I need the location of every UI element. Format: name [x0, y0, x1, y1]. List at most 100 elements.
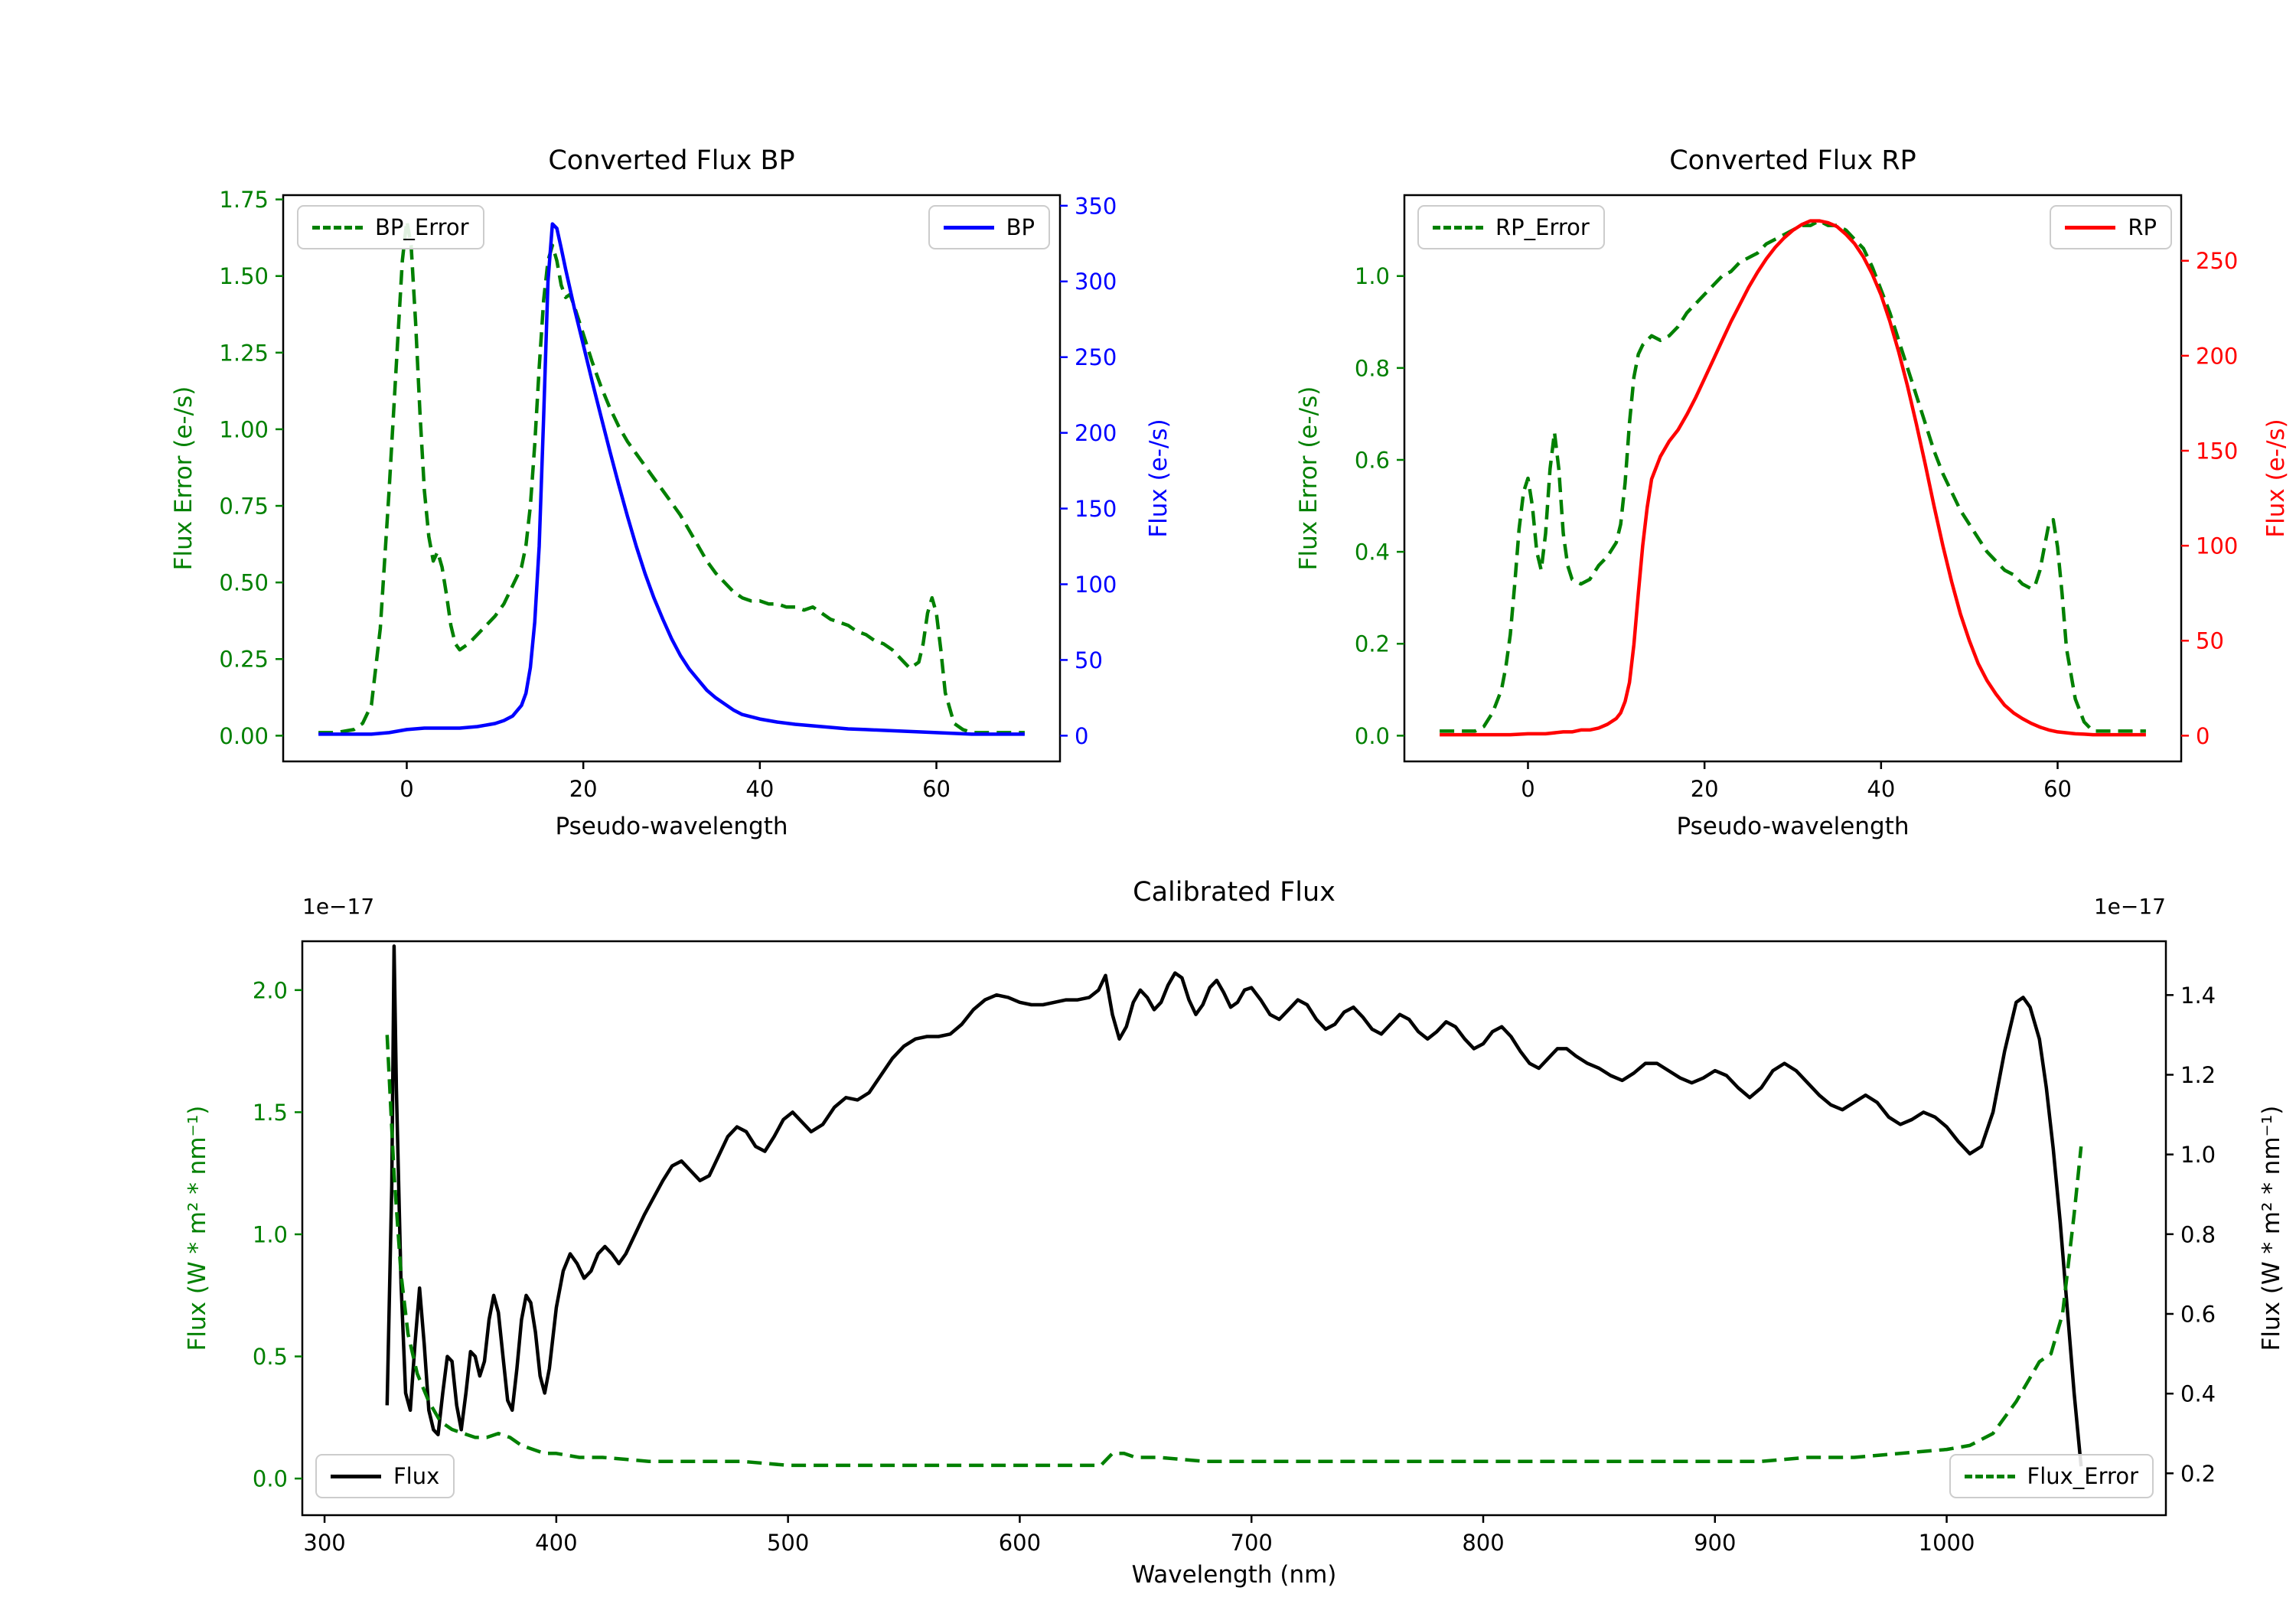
- legend-label-bp-error: BP_Error: [375, 214, 469, 240]
- x-tick-label: 500: [767, 1530, 809, 1556]
- right-y-tick-label: 200: [2196, 343, 2238, 369]
- cal-offset-right: 1e−17: [2093, 894, 2166, 919]
- legend-label-rp-error: RP_Error: [1495, 214, 1590, 240]
- legend-line-rp-error: [1433, 225, 1483, 230]
- right-y-tick-label: 0: [1075, 723, 1088, 749]
- legend-line-rp: [2065, 225, 2116, 230]
- right-y-tick-label: 350: [1075, 193, 1117, 219]
- legend-flux: Flux: [315, 1454, 455, 1498]
- legend-label-bp: BP: [1006, 214, 1035, 240]
- left-y-tick-label: 0.75: [219, 493, 269, 519]
- x-tick-label: 400: [535, 1530, 577, 1556]
- left-y-tick-label: 0.6: [1355, 447, 1390, 473]
- legend-flux-error: Flux_Error: [1949, 1454, 2154, 1498]
- left-y-tick-label: 1.75: [219, 187, 269, 213]
- left-y-tick-label: 0.00: [219, 723, 269, 749]
- legend-bp-error: BP_Error: [297, 205, 484, 249]
- legend-label-flux: Flux: [393, 1463, 440, 1489]
- bp-ylabel-left: Flux Error (e-/s): [170, 386, 197, 571]
- bp-xlabel: Pseudo-wavelength: [555, 813, 788, 840]
- x-tick-label: 700: [1231, 1530, 1273, 1556]
- cal-axes-frame: [301, 940, 2167, 1517]
- left-y-tick-label: 0.2: [1355, 631, 1390, 657]
- x-tick-label: 0: [400, 776, 413, 802]
- right-y-tick-label: 0: [2196, 723, 2210, 749]
- right-y-tick-label: 0.8: [2180, 1221, 2216, 1247]
- series-rp_error: [1440, 219, 2146, 733]
- x-tick-label: 60: [922, 776, 951, 802]
- x-tick-label: 40: [745, 776, 774, 802]
- left-y-tick-label: 0.0: [1355, 723, 1390, 749]
- x-tick-label: 300: [303, 1530, 345, 1556]
- series-bp_error: [318, 219, 1025, 735]
- right-y-tick-label: 1.0: [2180, 1142, 2216, 1168]
- series-flux: [385, 944, 2083, 1467]
- series-rp: [1440, 219, 2146, 737]
- legend-rp: RP: [2050, 205, 2172, 249]
- legend-label-flux-error: Flux_Error: [2027, 1463, 2138, 1489]
- left-y-tick-label: 0.4: [1355, 539, 1390, 566]
- rp-plot-area: 0 20 40 60 0.0 0.2 0.4 0.6 0.8 1.0 0 50 100 150 200 250: [1355, 194, 2238, 802]
- left-y-tick-label: 0.25: [219, 647, 269, 673]
- bp-title: Converted Flux BP: [548, 145, 795, 176]
- left-y-tick-label: 1.5: [253, 1100, 288, 1126]
- x-tick-label: 20: [1691, 776, 1719, 802]
- legend-line-bp-error: [312, 225, 363, 230]
- cal-plot-area: 300 400 500 600 700 800 900 1000 0.0 0.5 1.0 1.5 2.0…: [253, 940, 2216, 1556]
- bp-axes-frame: [282, 194, 1062, 763]
- right-y-tick-label: 1.4: [2180, 983, 2216, 1009]
- x-tick-label: 40: [1867, 776, 1895, 802]
- legend-bp: BP: [928, 205, 1050, 249]
- right-y-tick-label: 100: [2196, 533, 2238, 559]
- legend-label-rp: RP: [2128, 214, 2157, 240]
- cal-offset-left: 1e−17: [302, 894, 375, 919]
- right-y-tick-label: 0.4: [2180, 1381, 2216, 1407]
- bp-ylabel-right: Flux (e-/s): [1145, 419, 1172, 538]
- legend-line-flux: [331, 1474, 381, 1478]
- x-tick-label: 800: [1462, 1530, 1504, 1556]
- right-y-tick-label: 250: [1075, 344, 1117, 370]
- left-y-tick-label: 2.0: [253, 977, 288, 1003]
- cal-title: Calibrated Flux: [1133, 877, 1336, 908]
- rp-title: Converted Flux RP: [1669, 145, 1916, 176]
- right-y-tick-label: 0.2: [2180, 1461, 2216, 1487]
- right-y-tick-label: 300: [1075, 269, 1117, 295]
- right-y-tick-label: 100: [1075, 572, 1117, 598]
- rp-axes-frame: [1403, 194, 2183, 763]
- x-tick-label: 0: [1521, 776, 1534, 802]
- left-y-tick-label: 1.50: [219, 263, 269, 289]
- x-tick-label: 1000: [1919, 1530, 1975, 1556]
- left-y-tick-label: 1.25: [219, 340, 269, 366]
- rp-ylabel-right: Flux (e-/s): [2262, 419, 2290, 538]
- legend-line-flux-error: [1964, 1474, 2015, 1478]
- x-tick-label: 20: [569, 776, 598, 802]
- left-y-tick-label: 0.0: [253, 1466, 288, 1492]
- legend-rp-error: RP_Error: [1417, 205, 1605, 249]
- right-y-tick-label: 150: [1075, 496, 1117, 522]
- left-y-tick-label: 0.8: [1355, 355, 1390, 381]
- left-y-tick-label: 1.0: [253, 1221, 288, 1247]
- cal-ylabel-right: Flux (W * m² * nm⁻¹): [2258, 1105, 2285, 1351]
- x-tick-label: 900: [1694, 1530, 1736, 1556]
- right-y-tick-label: 0.6: [2180, 1301, 2216, 1327]
- right-y-tick-label: 50: [2196, 628, 2224, 654]
- x-tick-label: 60: [2043, 776, 2072, 802]
- left-y-tick-label: 1.00: [219, 416, 269, 442]
- x-tick-label: 600: [999, 1530, 1041, 1556]
- right-y-tick-label: 250: [2196, 248, 2238, 274]
- series-bp: [318, 222, 1025, 736]
- bp-plot-area: 0 20 40 60 0.00 0.25 0.50 0.75 1.00 1.25 1.50 1.75 0…: [219, 187, 1117, 802]
- right-y-tick-label: 200: [1075, 420, 1117, 446]
- right-y-tick-label: 150: [2196, 438, 2238, 464]
- right-y-tick-label: 50: [1075, 647, 1103, 673]
- rp-xlabel: Pseudo-wavelength: [1676, 813, 1910, 840]
- left-y-tick-label: 0.5: [253, 1344, 288, 1370]
- cal-xlabel: Wavelength (nm): [1131, 1561, 1337, 1589]
- left-y-tick-label: 0.50: [219, 570, 269, 596]
- right-y-tick-label: 1.2: [2180, 1062, 2216, 1088]
- left-y-tick-label: 1.0: [1355, 263, 1390, 289]
- rp-ylabel-left: Flux Error (e-/s): [1295, 386, 1322, 571]
- legend-line-bp: [943, 225, 994, 230]
